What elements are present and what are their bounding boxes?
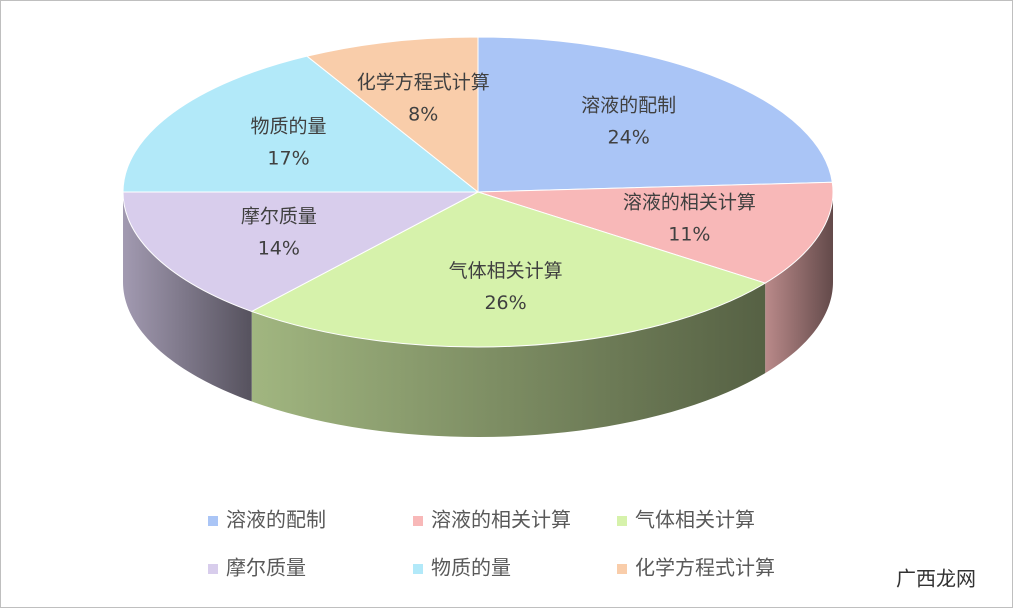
slice-label: 溶液的配制 <box>581 94 676 116</box>
watermark: 广西龙网 <box>896 567 976 591</box>
pie-slice <box>305 36 479 194</box>
pie-side <box>251 283 766 437</box>
slice-label: 气体相关计算 <box>449 260 563 282</box>
legend-label: 化学方程式计算 <box>635 556 775 580</box>
data-label: 11% <box>668 223 710 245</box>
legend-swatch <box>617 564 627 574</box>
pie-slice <box>477 181 834 284</box>
data-label: 14% <box>258 237 300 259</box>
legend-label: 摩尔质量 <box>226 556 306 580</box>
slice-label: 化学方程式计算 <box>357 71 490 93</box>
legend-swatch <box>413 564 423 574</box>
pie-side <box>765 192 833 374</box>
data-label: 17% <box>267 148 309 170</box>
legend-label: 气体相关计算 <box>635 508 755 532</box>
slice-label: 物质的量 <box>251 116 327 138</box>
data-label: 26% <box>484 292 526 314</box>
slice-label: 溶液的相关计算 <box>623 191 756 213</box>
pie: 溶液的配制 24% 溶液的相关计算 11% 气体相关计算 26% 摩尔质量 14% 物质的量 17… <box>122 36 834 437</box>
pie-slice <box>250 191 767 348</box>
pie-slice <box>122 55 480 193</box>
legend-swatch <box>208 564 218 574</box>
legend-swatch <box>617 516 627 526</box>
legend-label: 溶液的相关计算 <box>431 508 571 532</box>
pie-slice <box>122 191 479 312</box>
legend-label: 溶液的配制 <box>226 508 326 532</box>
data-label: 8% <box>408 103 438 125</box>
slice-label: 摩尔质量 <box>241 205 317 227</box>
legend-swatch <box>413 516 423 526</box>
data-label: 24% <box>608 126 650 148</box>
pie-slice <box>477 36 833 193</box>
pie-side <box>123 192 252 402</box>
legend-swatch <box>208 516 218 526</box>
legend-label: 物质的量 <box>431 556 511 580</box>
